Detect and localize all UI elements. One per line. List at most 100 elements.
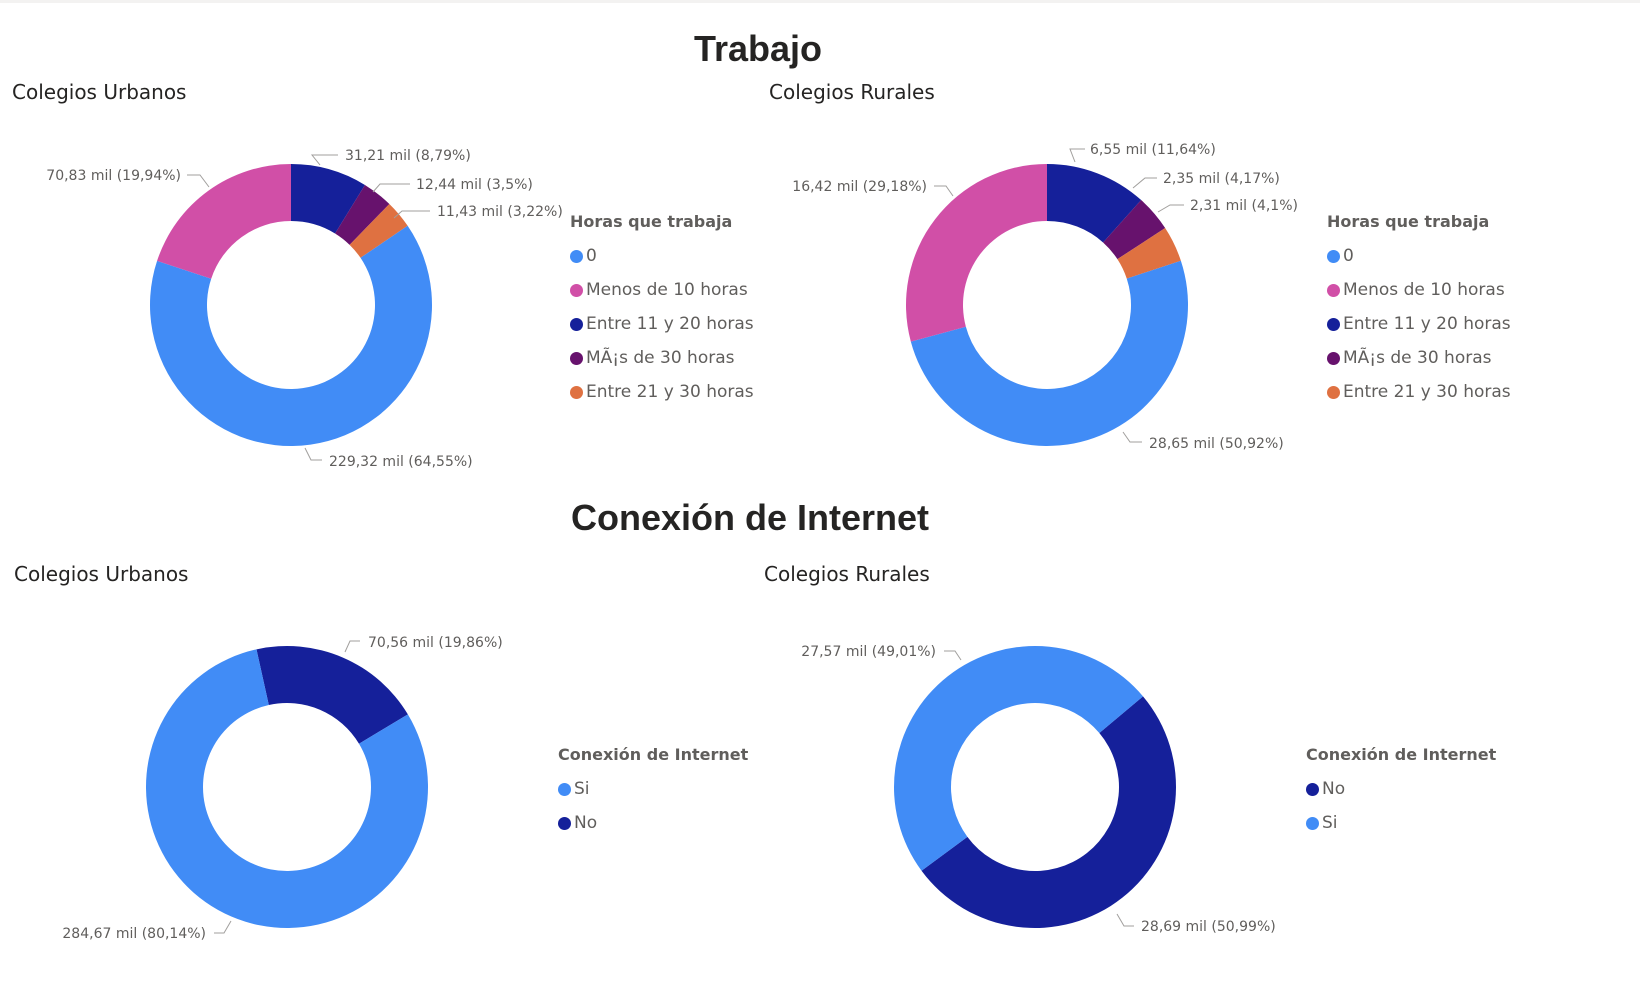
slice-m-s-de-30-horas[interactable] <box>1103 200 1166 260</box>
legend-dot <box>570 317 583 331</box>
slice-entre-21-y-30-horas[interactable] <box>349 203 408 258</box>
legend-title: Conexión de Internet <box>1306 745 1497 764</box>
legend-item-si[interactable]: Si <box>1306 806 1496 840</box>
leader-line <box>214 920 232 934</box>
legend-label: Menos de 10 horas <box>586 280 748 300</box>
slice-entre-11-y-20-horas[interactable] <box>291 164 365 234</box>
data-label: 27,57 mil (49,01%) <box>801 644 936 660</box>
legend-label: No <box>1322 779 1346 799</box>
donut-internet-rurales: 28,69 mil (50,99%) 27,57 mil (49,01%) <box>801 644 1275 935</box>
top-divider <box>0 0 1640 3</box>
legend-title: Horas que trabaja <box>1327 212 1490 231</box>
legend-label: Entre 11 y 20 horas <box>1343 314 1511 334</box>
legend-dot <box>558 816 571 830</box>
leader-line <box>310 154 338 166</box>
legend-dot <box>570 351 583 365</box>
leader-line <box>1132 177 1157 189</box>
legend-dot <box>558 782 571 796</box>
section-title-trabajo: Trabajo <box>693 28 823 69</box>
leader-line <box>934 185 954 197</box>
donut-trabajo-urbanos: 31,21 mil (8,79%) 12,44 mil (3,5%) 11,43 m… <box>46 148 563 470</box>
legend-item-menos-10[interactable]: Menos de 10 horas <box>1327 273 1511 307</box>
slice-0[interactable] <box>149 225 432 447</box>
slice-si[interactable] <box>145 649 428 928</box>
legend-dot <box>1306 816 1319 830</box>
slice-m-s-de-30-horas[interactable] <box>335 184 390 245</box>
legend-dot <box>1327 351 1340 365</box>
legend-label: 0 <box>1343 246 1354 266</box>
legend-item-mas-30[interactable]: MÃ¡s de 30 horas <box>570 341 754 375</box>
slice-no[interactable] <box>256 646 408 744</box>
leader-line <box>304 447 322 461</box>
data-label: 70,56 mil (19,86%) <box>368 635 503 651</box>
legend-item-0[interactable]: 0 <box>570 239 754 273</box>
legend-dot <box>1327 283 1340 297</box>
legend-label: Si <box>574 779 590 799</box>
slice-entre-21-y-30-horas[interactable] <box>1117 228 1181 279</box>
legend-label: Menos de 10 horas <box>1343 280 1505 300</box>
legend-dot <box>1306 782 1319 796</box>
legend-item-11-20[interactable]: Entre 11 y 20 horas <box>570 307 754 341</box>
legend-dot <box>570 385 583 399</box>
data-label: 12,44 mil (3,5%) <box>416 177 533 193</box>
legend-label: MÃ¡s de 30 horas <box>586 348 735 368</box>
legend-dot <box>1327 249 1340 263</box>
legend-label: Si <box>1322 813 1338 833</box>
legend-title: Horas que trabaja <box>570 212 733 231</box>
data-label: 28,65 mil (50,92%) <box>1149 436 1284 452</box>
legend-trabajo-rurales: Horas que trabaja 0 Menos de 10 horas En… <box>1327 212 1511 409</box>
legend-item-no[interactable]: No <box>1306 772 1496 806</box>
leader-line <box>1157 204 1184 213</box>
legend-dot <box>1327 385 1340 399</box>
chart-title-internet-rurales: Colegios Rurales <box>764 562 930 586</box>
leader-line <box>944 650 962 661</box>
leader-line <box>1069 148 1085 163</box>
data-label: 28,69 mil (50,99%) <box>1141 919 1276 935</box>
leader-line <box>372 183 410 193</box>
donut-trabajo-rurales: 6,55 mil (11,64%) 2,35 mil (4,17%) 2,31 mi… <box>792 142 1298 452</box>
slice-no[interactable] <box>921 696 1177 929</box>
data-label: 2,35 mil (4,17%) <box>1163 171 1280 187</box>
leader-line <box>1116 913 1134 927</box>
leader-line <box>393 210 430 219</box>
data-label: 6,55 mil (11,64%) <box>1090 142 1216 158</box>
legend-label: 0 <box>586 246 597 266</box>
legend-label: Entre 21 y 30 horas <box>586 382 754 402</box>
legend-item-menos-10[interactable]: Menos de 10 horas <box>570 273 754 307</box>
data-label: 16,42 mil (29,18%) <box>792 179 927 195</box>
legend-item-21-30[interactable]: Entre 21 y 30 horas <box>570 375 754 409</box>
legend-label: MÃ¡s de 30 horas <box>1343 348 1492 368</box>
legend-internet-urbanos: Conexión de Internet Si No <box>558 745 748 840</box>
slice-entre-11-y-20-horas[interactable] <box>1047 164 1142 243</box>
chart-title-internet-urbanos: Colegios Urbanos <box>14 562 189 586</box>
legend-title: Conexión de Internet <box>558 745 749 764</box>
legend-item-mas-30[interactable]: MÃ¡s de 30 horas <box>1327 341 1511 375</box>
section-title-internet: Conexión de Internet <box>570 497 930 538</box>
data-label: 70,83 mil (19,94%) <box>46 168 181 184</box>
legend-item-11-20[interactable]: Entre 11 y 20 horas <box>1327 307 1511 341</box>
legend-dot <box>570 249 583 263</box>
data-label: 31,21 mil (8,79%) <box>345 148 471 164</box>
leader-line <box>344 640 360 653</box>
legend-item-si[interactable]: Si <box>558 772 748 806</box>
legend-dot <box>1327 317 1340 331</box>
slice-menos-de-10-horas[interactable] <box>905 164 1047 342</box>
legend-label: Entre 11 y 20 horas <box>586 314 754 334</box>
data-label: 11,43 mil (3,22%) <box>437 204 563 220</box>
donut-internet-urbanos: 70,56 mil (19,86%) 284,67 mil (80,14%) <box>62 635 502 942</box>
slice-si[interactable] <box>894 646 1144 871</box>
slice-menos-de-10-horas[interactable] <box>157 164 291 279</box>
legend-item-0[interactable]: 0 <box>1327 239 1511 273</box>
legend-item-no[interactable]: No <box>558 806 748 840</box>
legend-trabajo-urbanos: Horas que trabaja 0 Menos de 10 horas En… <box>570 212 754 409</box>
legend-item-21-30[interactable]: Entre 21 y 30 horas <box>1327 375 1511 409</box>
data-label: 2,31 mil (4,1%) <box>1190 198 1298 214</box>
chart-title-trabajo-rurales: Colegios Rurales <box>769 80 935 104</box>
leader-line <box>187 174 210 188</box>
slice-0[interactable] <box>910 260 1188 446</box>
leader-line <box>1122 431 1142 443</box>
legend-label: Entre 21 y 30 horas <box>1343 382 1511 402</box>
legend-dot <box>570 283 583 297</box>
data-label: 229,32 mil (64,55%) <box>329 454 473 470</box>
